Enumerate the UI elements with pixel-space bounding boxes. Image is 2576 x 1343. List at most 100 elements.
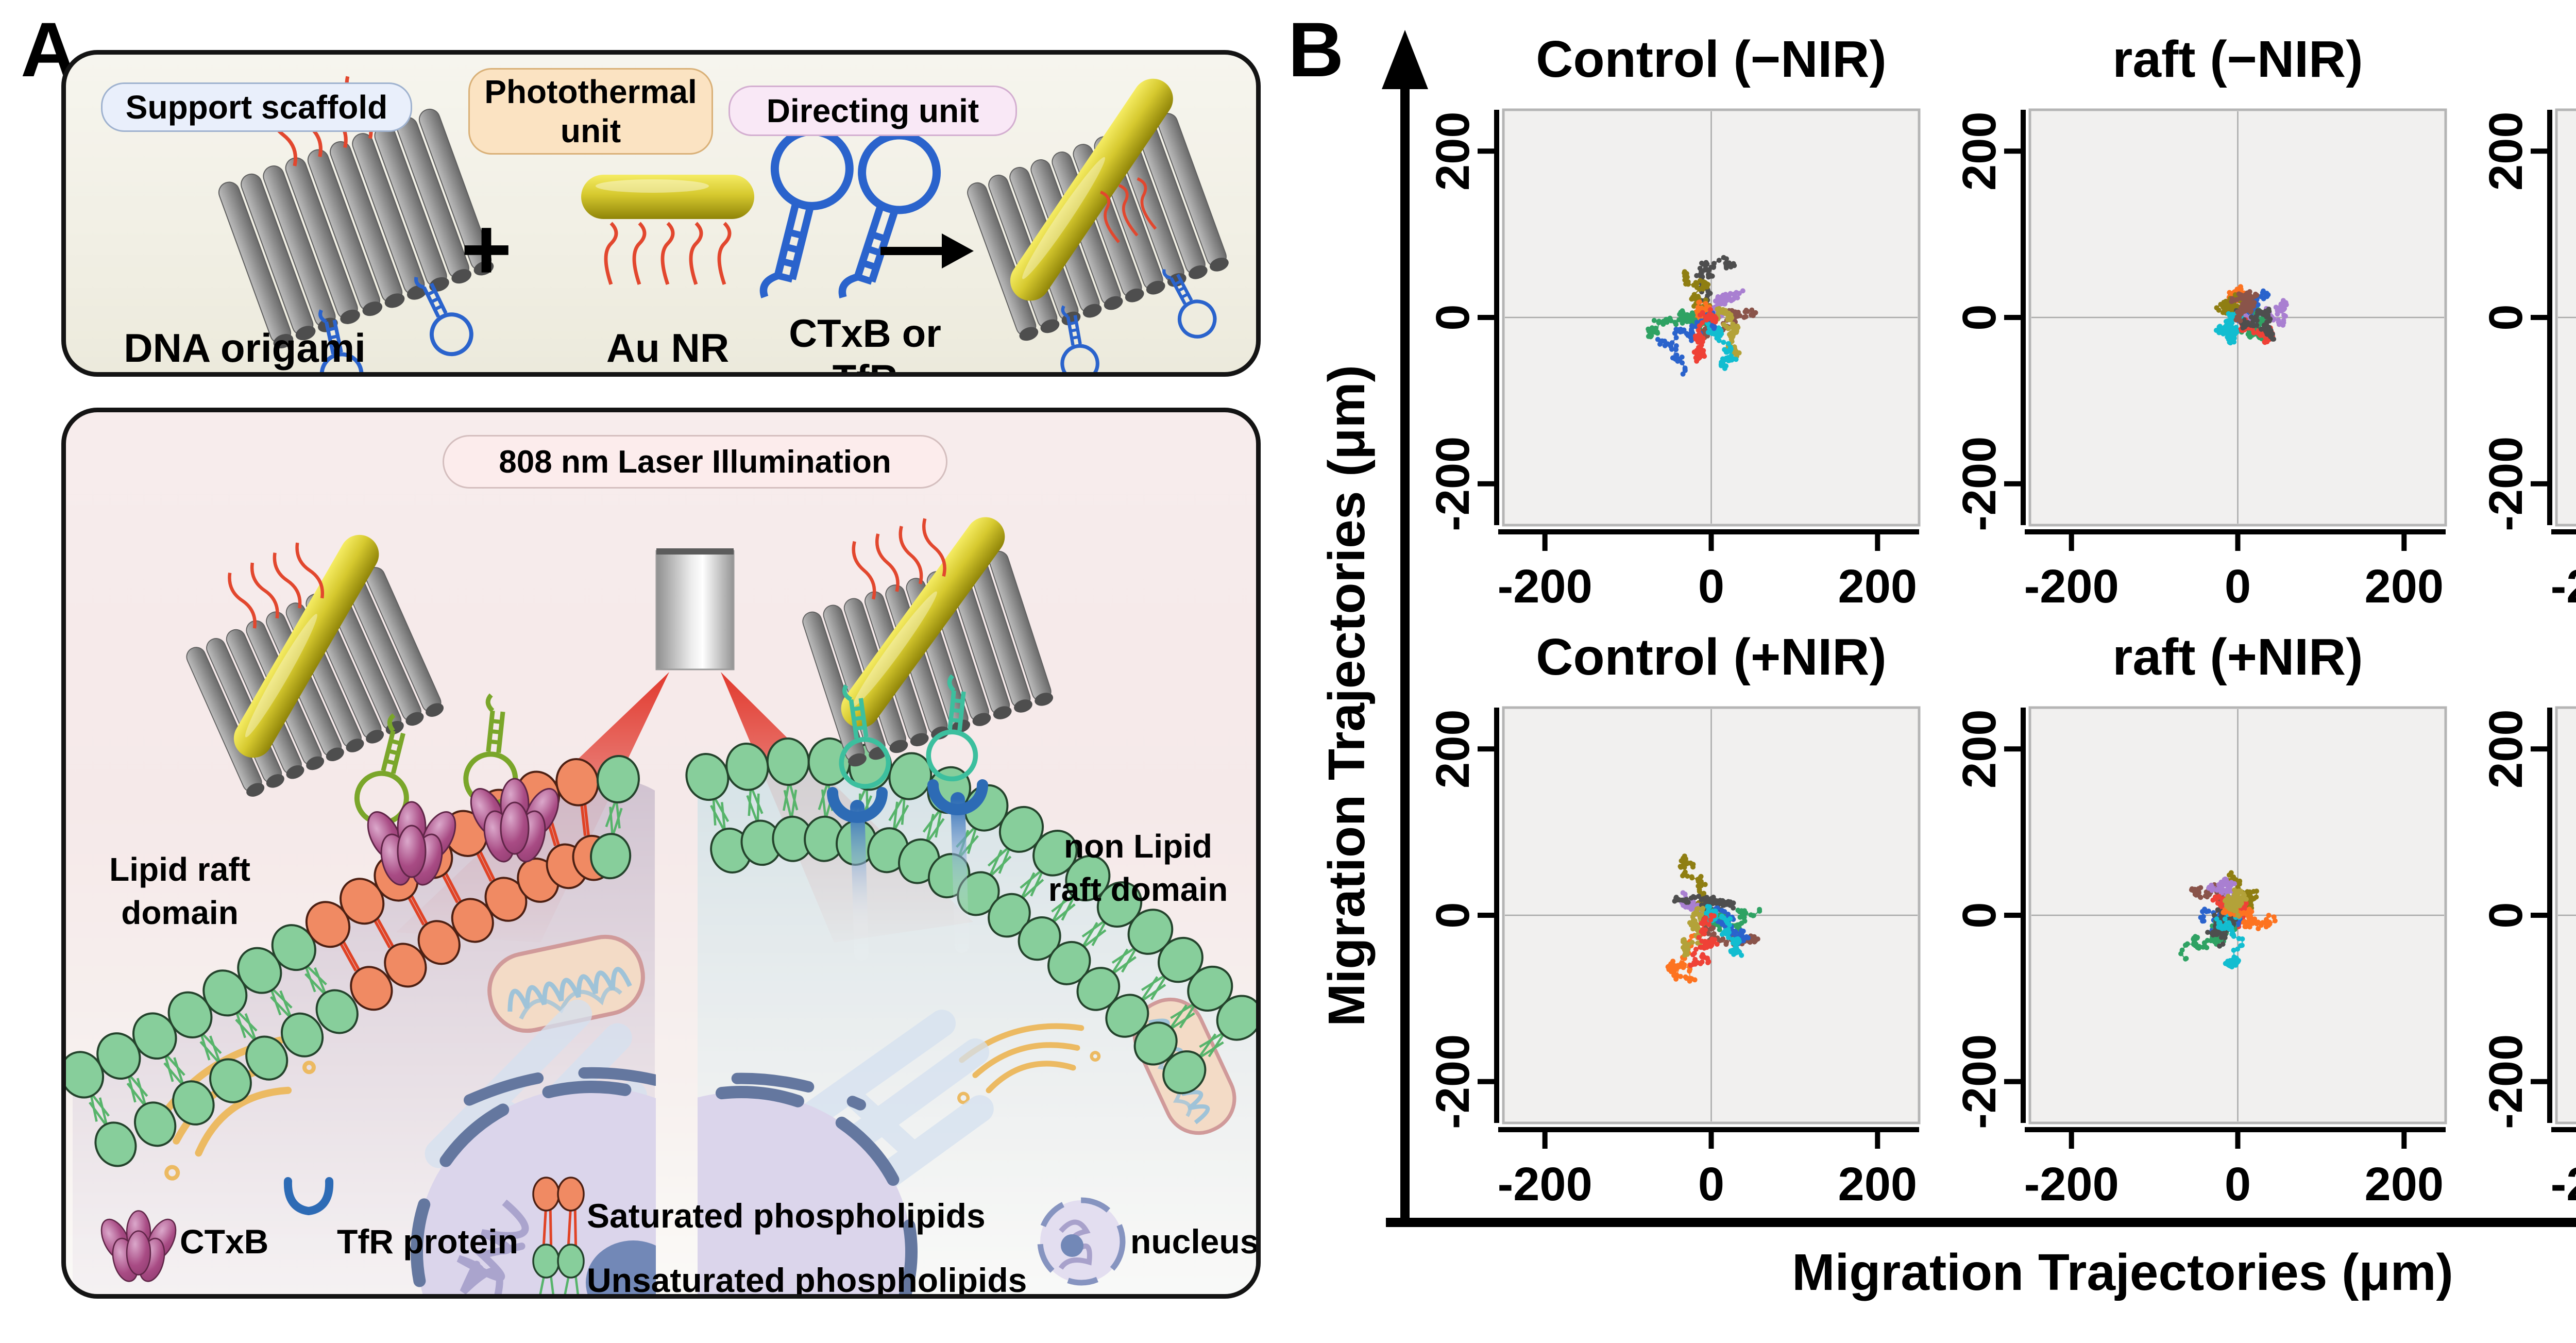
x-tick-label: -200 bbox=[2024, 560, 2119, 613]
track-point bbox=[1703, 915, 1708, 921]
track-point bbox=[1700, 311, 1706, 316]
track-point bbox=[2251, 330, 2257, 335]
track-point bbox=[2216, 307, 2222, 313]
track-point bbox=[2222, 916, 2228, 922]
track-point bbox=[1673, 335, 1679, 341]
track-point bbox=[2191, 942, 2196, 947]
track-point bbox=[2233, 897, 2239, 903]
trajectories bbox=[1646, 255, 1758, 377]
track-point bbox=[1688, 895, 1694, 901]
directing-unit-chip: Directing unit bbox=[728, 86, 1017, 136]
track-point bbox=[1697, 323, 1702, 329]
ctxb-protein bbox=[367, 801, 456, 886]
track-point bbox=[1730, 321, 1736, 327]
track-point bbox=[1695, 941, 1701, 946]
track-point bbox=[1683, 856, 1688, 862]
x-tick-label: -200 bbox=[1498, 1158, 1592, 1211]
track-point bbox=[2231, 933, 2236, 939]
track-point bbox=[1670, 962, 1676, 967]
track-point bbox=[1674, 352, 1680, 358]
track-point bbox=[1728, 354, 1733, 360]
track-point bbox=[1719, 937, 1724, 943]
x-axis-arrow-shaft bbox=[1386, 1218, 2576, 1227]
y-axis-arrow-shaft bbox=[1400, 67, 1410, 1222]
x-tick-label: -200 bbox=[2551, 560, 2576, 613]
track-point bbox=[2194, 935, 2200, 941]
track-point bbox=[1697, 912, 1703, 917]
y-tick-label: 0 bbox=[1427, 902, 1479, 928]
track-point bbox=[1749, 312, 1754, 318]
track-point bbox=[2259, 326, 2264, 332]
x-tick-label: -200 bbox=[1498, 560, 1592, 613]
track-point bbox=[1682, 269, 1687, 275]
track-point bbox=[2252, 916, 2258, 922]
y-tick-label: 0 bbox=[2480, 304, 2532, 330]
track-point bbox=[1743, 308, 1749, 313]
track-point bbox=[2244, 305, 2250, 311]
track-point bbox=[1657, 341, 1663, 347]
track-point bbox=[1717, 898, 1723, 903]
reaction-arrow bbox=[880, 233, 974, 268]
track-point bbox=[1706, 931, 1711, 936]
track-point bbox=[1710, 925, 1716, 931]
track-point bbox=[2275, 311, 2280, 317]
track-point bbox=[1689, 933, 1694, 939]
x-tick-label: 200 bbox=[2365, 1158, 2444, 1211]
track-point bbox=[1717, 927, 1722, 932]
track-point bbox=[2219, 926, 2225, 931]
track-point bbox=[1680, 360, 1685, 365]
y-tick-label: 200 bbox=[2480, 111, 2532, 191]
plot-title-raft-minus-nir: raft (−NIR) bbox=[2112, 30, 2363, 88]
track-point bbox=[2247, 924, 2252, 930]
track-point bbox=[2241, 919, 2246, 925]
track-point bbox=[1650, 326, 1656, 332]
red-staple bbox=[273, 552, 302, 609]
laser-illumination-chip: 808 nm Laser Illumination bbox=[443, 435, 947, 489]
track-point bbox=[1656, 318, 1662, 324]
track-point bbox=[1730, 948, 1736, 953]
track-point bbox=[2196, 886, 2201, 892]
track-point bbox=[2231, 339, 2237, 345]
dna-squiggle bbox=[604, 222, 618, 285]
trajectories bbox=[2213, 284, 2289, 346]
teal-aptamer bbox=[926, 674, 978, 782]
track-point bbox=[2183, 955, 2189, 961]
track-point bbox=[2205, 930, 2211, 935]
trajectories bbox=[2178, 870, 2278, 970]
track-point bbox=[1703, 314, 1708, 320]
dna-squiggle bbox=[1118, 184, 1139, 237]
legend-label-unsaturated: Unsaturated phospholipids bbox=[587, 1261, 1027, 1299]
track-point bbox=[1684, 976, 1689, 981]
track-point bbox=[1722, 909, 1727, 914]
track-point bbox=[1723, 292, 1728, 297]
track-point bbox=[2266, 913, 2272, 918]
track-point bbox=[1719, 932, 1725, 937]
track-point bbox=[2223, 921, 2229, 927]
track-point bbox=[1691, 349, 1697, 355]
track-point bbox=[1727, 291, 1733, 296]
tfr-protein bbox=[927, 779, 988, 953]
teal-aptamer bbox=[839, 684, 891, 789]
track-point bbox=[1721, 340, 1726, 345]
trajectory-plot-control-plus-nir: -200 0 200 -200 0 200 bbox=[1427, 706, 1921, 1211]
legend-icon-saturated bbox=[532, 1177, 585, 1258]
track-point bbox=[1690, 952, 1696, 958]
au-nanorod bbox=[233, 534, 379, 758]
track-point bbox=[2235, 946, 2241, 952]
track-point bbox=[2224, 328, 2230, 334]
trajectory-plot-control-minus-nir: -200 0 200 -200 0 200 bbox=[1427, 108, 1921, 613]
aptamer-hairpin-large bbox=[759, 127, 854, 298]
track-point bbox=[2231, 921, 2236, 927]
track-point bbox=[1726, 922, 1732, 928]
track-point bbox=[1674, 966, 1679, 971]
track-point bbox=[1665, 964, 1671, 970]
plot-title-nonraft-minus-nir: non-raft (−NIR) bbox=[2526, 31, 2576, 88]
track-point bbox=[2183, 942, 2189, 948]
track-point bbox=[1752, 934, 1757, 939]
tfr-protein bbox=[827, 787, 888, 961]
y-tick-label: 200 bbox=[1953, 111, 2006, 191]
red-staple bbox=[228, 573, 257, 629]
track-point bbox=[1701, 931, 1706, 936]
track-point bbox=[1660, 322, 1666, 327]
legend-icon-unsaturated bbox=[532, 1244, 585, 1294]
